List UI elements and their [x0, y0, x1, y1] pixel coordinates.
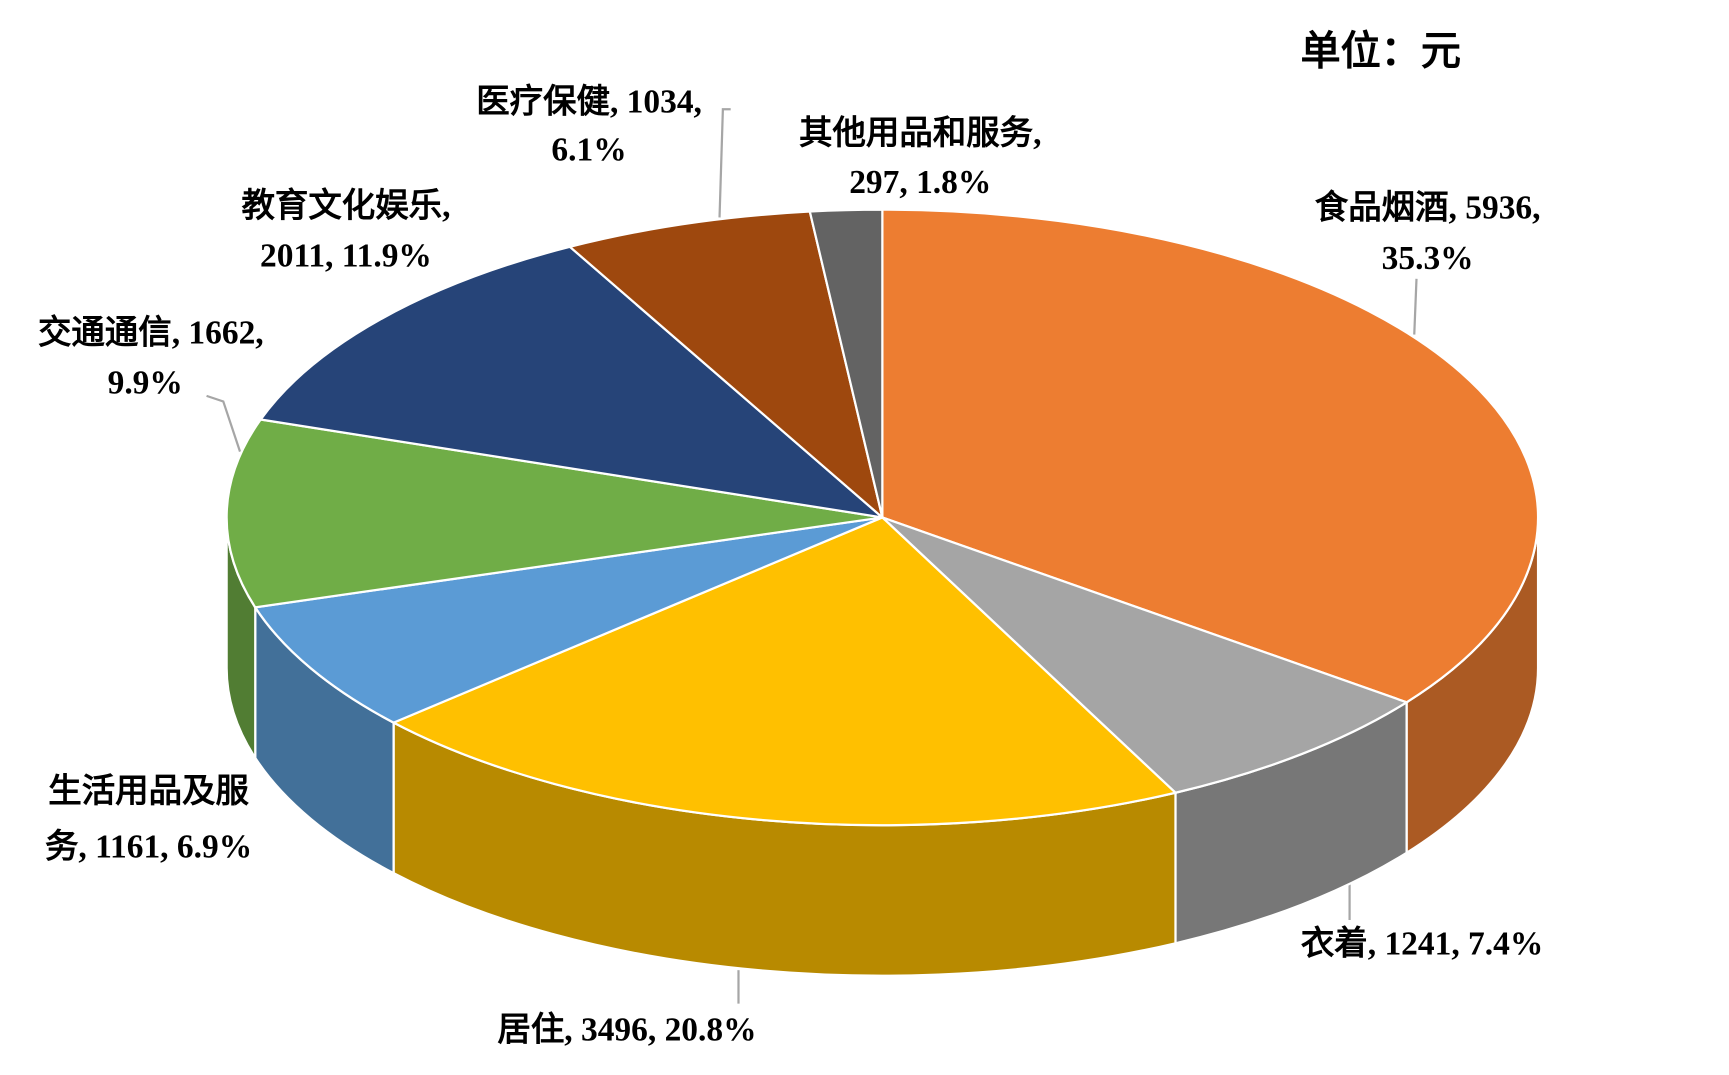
pie-sides: [225, 517, 1540, 977]
data-label: 医疗保健, 1034,: [476, 84, 702, 121]
pie-slice: [225, 418, 883, 609]
data-label: 交通通信, 1662,: [38, 313, 264, 351]
data-label: 9.9%: [108, 365, 183, 402]
data-label: 生活用品及服: [48, 773, 249, 810]
data-label: 务, 1161, 6.9%: [45, 829, 252, 866]
leader-line: [1413, 278, 1418, 335]
pie-slice: [567, 210, 885, 521]
unit-label: 单位：元: [1301, 29, 1462, 74]
data-label: 食品烟酒, 5936,: [1315, 189, 1541, 227]
pie-slice: [881, 208, 1540, 704]
data-label: 35.3%: [1382, 240, 1474, 277]
data-label: 6.1%: [551, 132, 626, 169]
pie-slice: [390, 516, 1178, 827]
leader-lines: [206, 108, 1418, 1004]
data-label: 衣着, 1241, 7.4%: [1301, 926, 1543, 963]
data-label: 2011, 11.9%: [260, 238, 432, 275]
pie-slice: [258, 245, 887, 520]
data-label: 居住, 3496, 20.8%: [497, 1011, 756, 1048]
leader-line: [206, 394, 242, 452]
pie-slice: [881, 516, 1410, 794]
pie-tops: [225, 208, 1540, 827]
data-label: 297, 1.8%: [849, 164, 991, 201]
data-label: 教育文化娱乐,: [241, 186, 450, 224]
data-label: 其他用品和服务,: [799, 115, 1041, 152]
leader-line: [718, 108, 731, 218]
pie-slice: [808, 208, 884, 518]
pie-slice: [253, 516, 883, 724]
